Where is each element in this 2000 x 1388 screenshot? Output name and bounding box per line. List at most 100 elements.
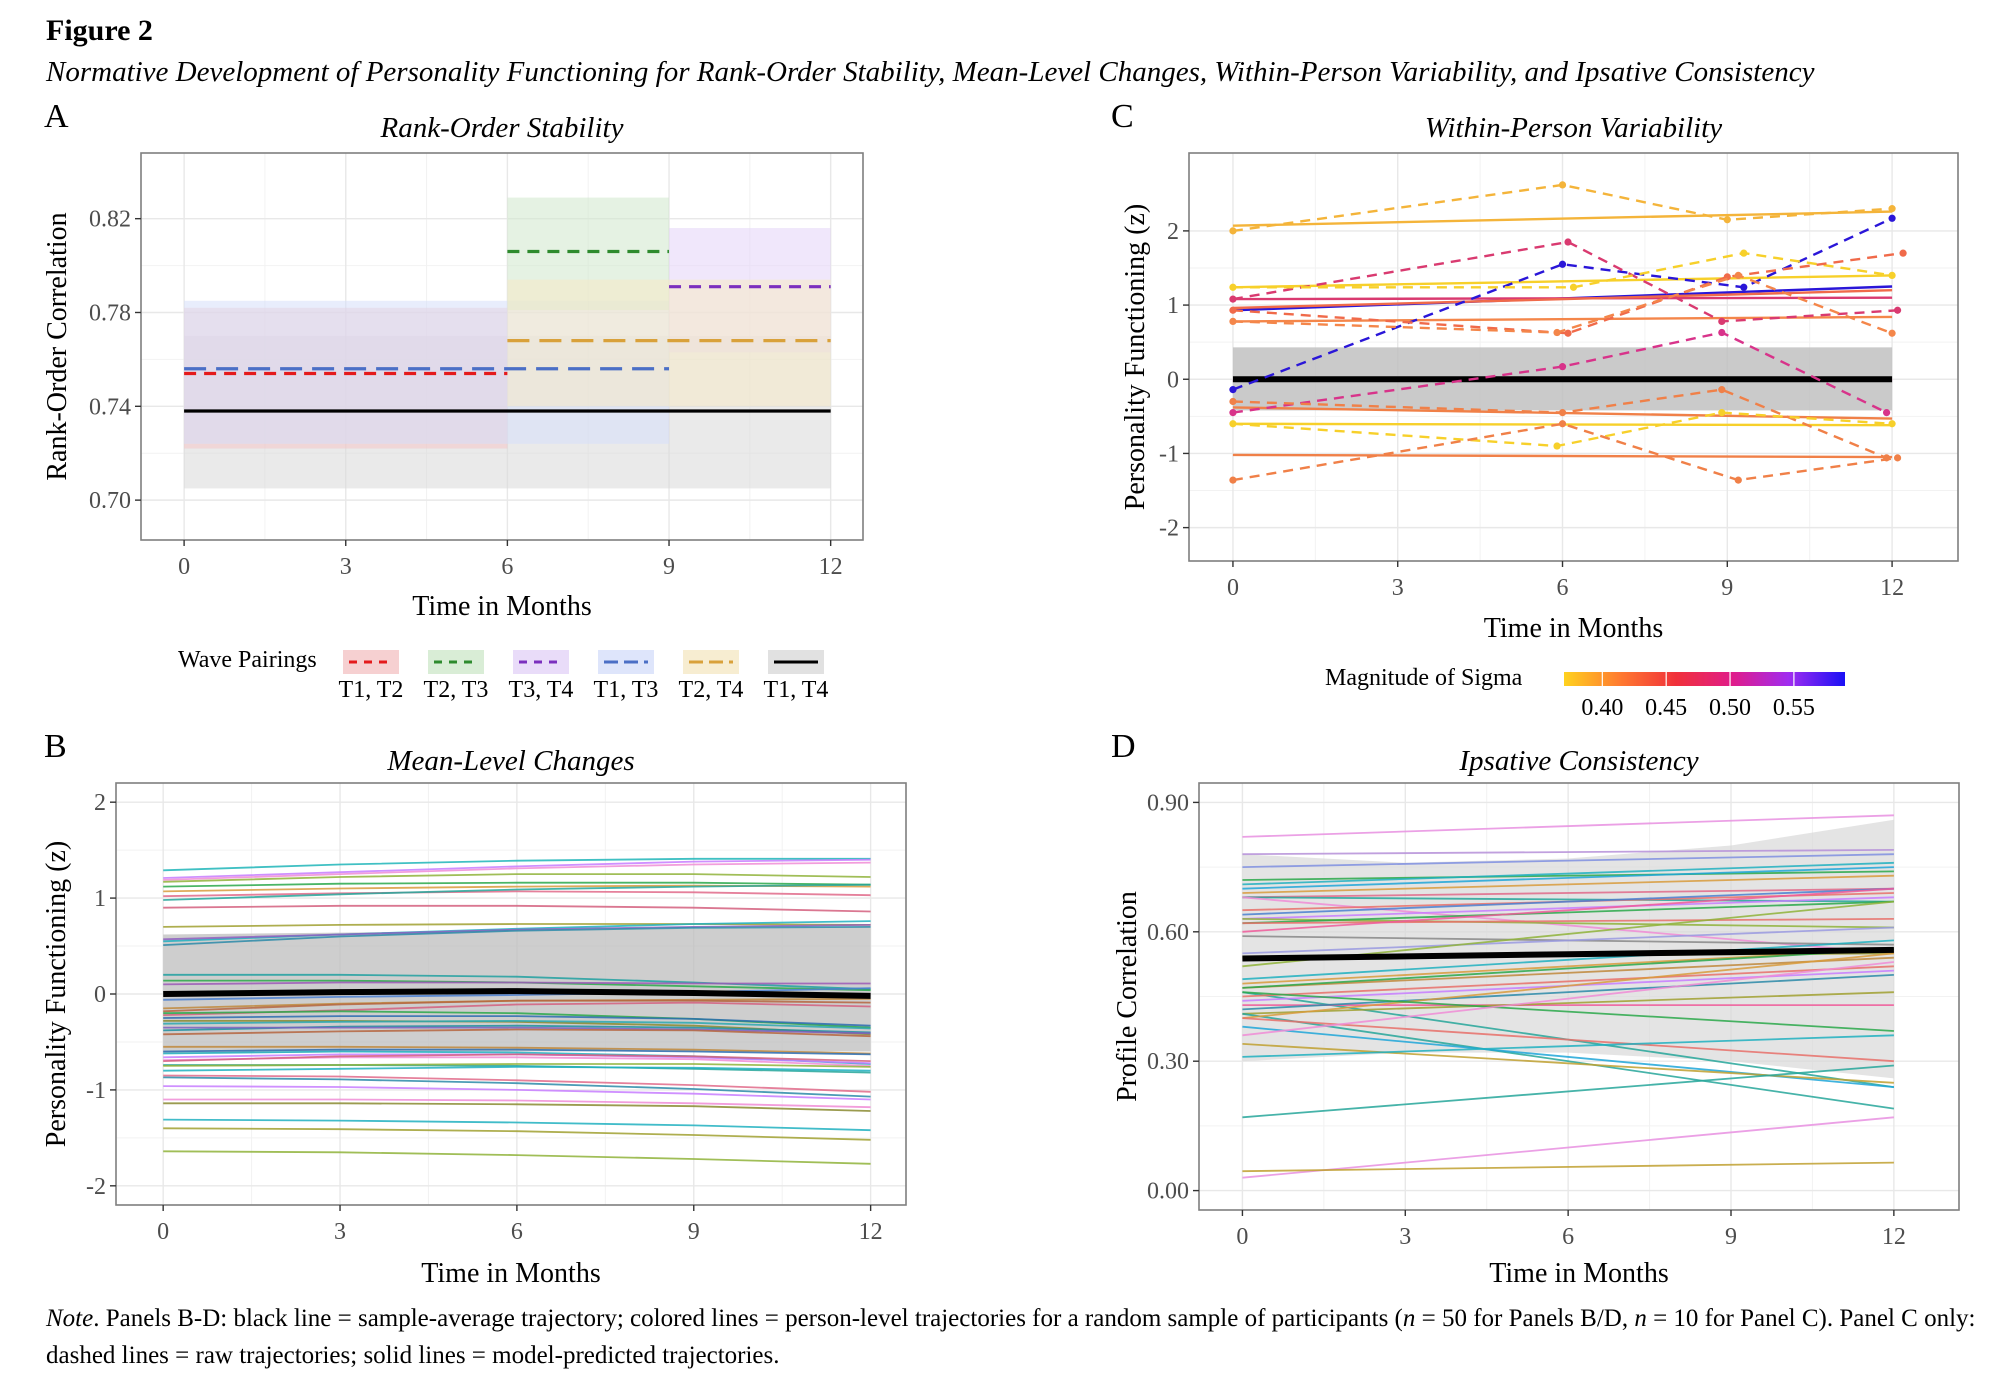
x-tick-label: 12 (859, 1219, 883, 1245)
colorbar-tick-label: 0.50 (1709, 695, 1751, 721)
raw-trajectory (1232, 422, 1898, 482)
person-trajectory (1242, 887, 1894, 899)
colorbar-tick-label: 0.45 (1645, 695, 1687, 721)
person-trajectory (1242, 1012, 1895, 1110)
note-text-3: = 10 for Panel C). Panel C only: dashed … (46, 1305, 1976, 1369)
person-trajectory (163, 924, 871, 941)
panel-c-within-person-variability: C Within-Person Variability Magnitude of S… (1111, 98, 1959, 721)
person-trajectory (163, 973, 871, 991)
panel-a-rank-order-stability: A Rank-Order Stability Wave Pairings T1, T2… (42, 98, 864, 703)
x-tick-label: 6 (1562, 1224, 1574, 1250)
person-trajectory (1242, 870, 1894, 881)
raw-observation-point (1888, 420, 1896, 428)
legend-label: T2, T4 (679, 677, 744, 703)
y-tick-label: 1 (94, 886, 106, 912)
x-axis-label: Time in Months (1484, 613, 1663, 644)
note-text-1: . Panels B-D: black line = sample-averag… (93, 1305, 1403, 1332)
raw-observation-point (1229, 420, 1237, 428)
raw-trajectory (1232, 240, 1898, 323)
x-axis-label: Time in Months (1489, 1258, 1668, 1289)
raw-trajectory (1232, 183, 1893, 233)
raw-observation-point (1229, 295, 1237, 303)
person-trajectory (163, 1028, 871, 1038)
person-trajectory (163, 1045, 871, 1055)
y-tick-label: 0.70 (89, 488, 131, 514)
panel-letter: A (44, 98, 69, 135)
x-tick-label: 9 (663, 554, 675, 580)
x-tick-label: 3 (334, 1219, 346, 1245)
raw-observation-point (1558, 420, 1567, 428)
person-trajectory (163, 857, 871, 872)
x-tick-label: 12 (1880, 575, 1904, 601)
panel-title: Within-Person Variability (1425, 112, 1722, 144)
raw-observation-point (1734, 271, 1742, 279)
x-tick-label: 9 (1725, 1224, 1737, 1250)
legend-title: Wave Pairings (178, 647, 317, 673)
predicted-trajectory (1232, 453, 1893, 459)
legend-label: T1, T2 (339, 677, 404, 703)
y-tick-label: 2 (94, 790, 106, 816)
figure-label: Figure 2 (46, 14, 153, 47)
raw-observation-point (1899, 249, 1907, 257)
person-trajectory (1242, 861, 1894, 886)
panel-d-ipsative-consistency: D Ipsative Consistency 0 3 6 9 12 0.00 0.30 0.60 0… (1111, 728, 1960, 1289)
raw-observation-point (1893, 306, 1902, 314)
raw-observation-point (1229, 227, 1237, 235)
x-tick-label: 9 (1721, 575, 1733, 601)
legend-label: T3, T4 (509, 677, 574, 703)
predicted-trajectory (1232, 315, 1893, 323)
person-trajectory (1242, 853, 1894, 868)
person-trajectory (163, 890, 871, 898)
y-axis-label: Rank-Order Correlation (42, 212, 73, 480)
person-trajectory (1242, 961, 1895, 1037)
person-trajectory (163, 873, 871, 883)
raw-observation-point (1558, 409, 1567, 417)
y-tick-label: 0 (94, 982, 106, 1008)
person-trajectory (163, 883, 871, 901)
raw-observation-point (1229, 409, 1237, 417)
raw-observation-point (1229, 397, 1237, 406)
colorbar-title: Magnitude of Sigma (1325, 665, 1523, 691)
y-tick-label: 0 (1167, 367, 1179, 393)
x-tick-label: 0 (1227, 575, 1239, 601)
x-tick-label: 12 (819, 554, 843, 580)
person-trajectory (163, 861, 871, 881)
y-tick-label: 0.60 (1147, 920, 1189, 946)
legend-label: T2, T3 (424, 677, 489, 703)
raw-observation-point (1893, 454, 1902, 462)
person-trajectory (1242, 1064, 1894, 1119)
person-trajectory (163, 858, 871, 879)
raw-observation-point (1229, 283, 1237, 291)
person-trajectory (163, 1127, 871, 1141)
panel-title: Ipsative Consistency (1458, 745, 1698, 777)
raw-trajectory (1232, 251, 1893, 289)
legend-item: T3, T4 (509, 650, 574, 703)
predicted-trajectory (1232, 210, 1893, 227)
y-tick-label: -2 (1159, 516, 1179, 542)
x-tick-label: 0 (1236, 1224, 1248, 1250)
person-trajectory (163, 1076, 871, 1098)
person-trajectory (163, 1074, 871, 1093)
y-axis-label: Profile Correlation (1112, 891, 1143, 1102)
plot-area (1189, 153, 1958, 561)
raw-observation-point (1569, 283, 1578, 291)
person-trajectory (1242, 952, 1894, 1019)
ci-band-t2-t4 (507, 279, 831, 407)
raw-observation-point (1558, 260, 1567, 268)
colorbar-legend: Magnitude of Sigma 0.40 0.45 0.50 0.55 (1325, 665, 1845, 721)
raw-observation-point (1888, 271, 1896, 279)
raw-observation-point (1229, 317, 1237, 325)
x-tick-label: 3 (1399, 1224, 1411, 1250)
legend: Wave Pairings T1, T2 T2, T3 T3, T4 T1, T3 T2,… (178, 647, 828, 703)
panel-letter: B (44, 728, 67, 765)
y-tick-label: 2 (1167, 219, 1179, 245)
raw-observation-point (1553, 442, 1561, 450)
x-tick-label: 3 (1392, 575, 1404, 601)
panel-letter: D (1111, 728, 1136, 765)
y-tick-label: 0.00 (1147, 1179, 1189, 1205)
ci-band-average (1242, 819, 1894, 1079)
person-trajectory (163, 1118, 871, 1132)
raw-trajectory (1232, 331, 1888, 414)
